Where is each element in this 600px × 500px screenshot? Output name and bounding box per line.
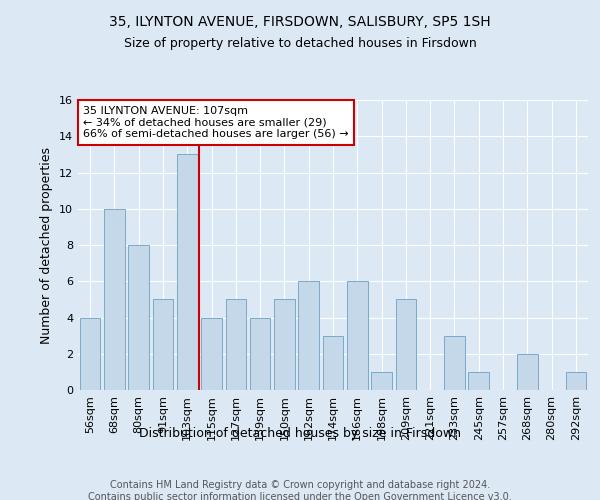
Bar [274, 300, 295, 390]
Text: 35 ILYNTON AVENUE: 107sqm
← 34% of detached houses are smaller (29)
66% of semi-: 35 ILYNTON AVENUE: 107sqm ← 34% of detac… [83, 106, 349, 139]
Bar [566, 372, 586, 390]
Text: Distribution of detached houses by size in Firsdown: Distribution of detached houses by size … [139, 428, 461, 440]
Bar [250, 318, 271, 390]
Y-axis label: Number of detached properties: Number of detached properties [40, 146, 53, 344]
Bar [226, 300, 246, 390]
Bar [469, 372, 489, 390]
Text: 35, ILYNTON AVENUE, FIRSDOWN, SALISBURY, SP5 1SH: 35, ILYNTON AVENUE, FIRSDOWN, SALISBURY,… [109, 15, 491, 29]
Bar [517, 354, 538, 390]
Bar [395, 300, 416, 390]
Bar [177, 154, 197, 390]
Text: Contains HM Land Registry data © Crown copyright and database right 2024.
Contai: Contains HM Land Registry data © Crown c… [88, 480, 512, 500]
Bar [323, 336, 343, 390]
Bar [201, 318, 222, 390]
Bar [152, 300, 173, 390]
Bar [128, 245, 149, 390]
Bar [347, 281, 368, 390]
Bar [444, 336, 465, 390]
Bar [371, 372, 392, 390]
Bar [298, 281, 319, 390]
Text: Size of property relative to detached houses in Firsdown: Size of property relative to detached ho… [124, 38, 476, 51]
Bar [80, 318, 100, 390]
Bar [104, 209, 125, 390]
